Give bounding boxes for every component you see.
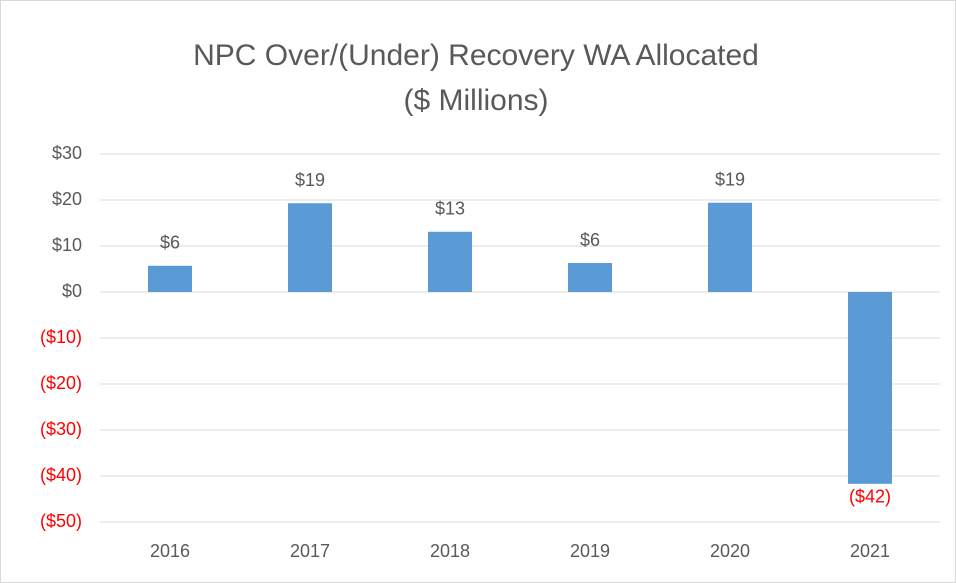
x-tick-label: 2019	[570, 541, 610, 561]
data-label: $19	[295, 170, 325, 190]
data-label: $13	[435, 198, 465, 218]
chart-subtitle: ($ Millions)	[403, 84, 548, 117]
x-tick-label: 2018	[430, 541, 470, 561]
x-tick-label: 2021	[850, 541, 890, 561]
x-tick-label: 2016	[150, 541, 190, 561]
y-tick-label: ($20)	[40, 373, 82, 393]
x-tick-label: 2020	[710, 541, 750, 561]
y-tick-label: ($10)	[40, 327, 82, 347]
y-tick-label: ($40)	[40, 465, 82, 485]
data-label: $6	[580, 230, 600, 250]
y-tick-label: $0	[62, 281, 82, 301]
bar	[568, 263, 612, 292]
bar	[708, 202, 752, 292]
bar	[148, 265, 192, 292]
bar	[288, 203, 332, 292]
y-tick-label: ($50)	[40, 511, 82, 531]
bar	[428, 231, 472, 292]
y-tick-label: $30	[52, 143, 82, 163]
y-tick-label: $20	[52, 189, 82, 209]
x-tick-label: 2017	[290, 541, 330, 561]
data-label: $6	[160, 233, 180, 253]
chart-title: NPC Over/(Under) Recovery WA Allocated	[193, 39, 759, 72]
y-tick-label: ($30)	[40, 419, 82, 439]
bar	[848, 292, 892, 484]
data-label: $19	[715, 170, 745, 190]
y-tick-label: $10	[52, 235, 82, 255]
data-label: ($42)	[849, 487, 891, 507]
